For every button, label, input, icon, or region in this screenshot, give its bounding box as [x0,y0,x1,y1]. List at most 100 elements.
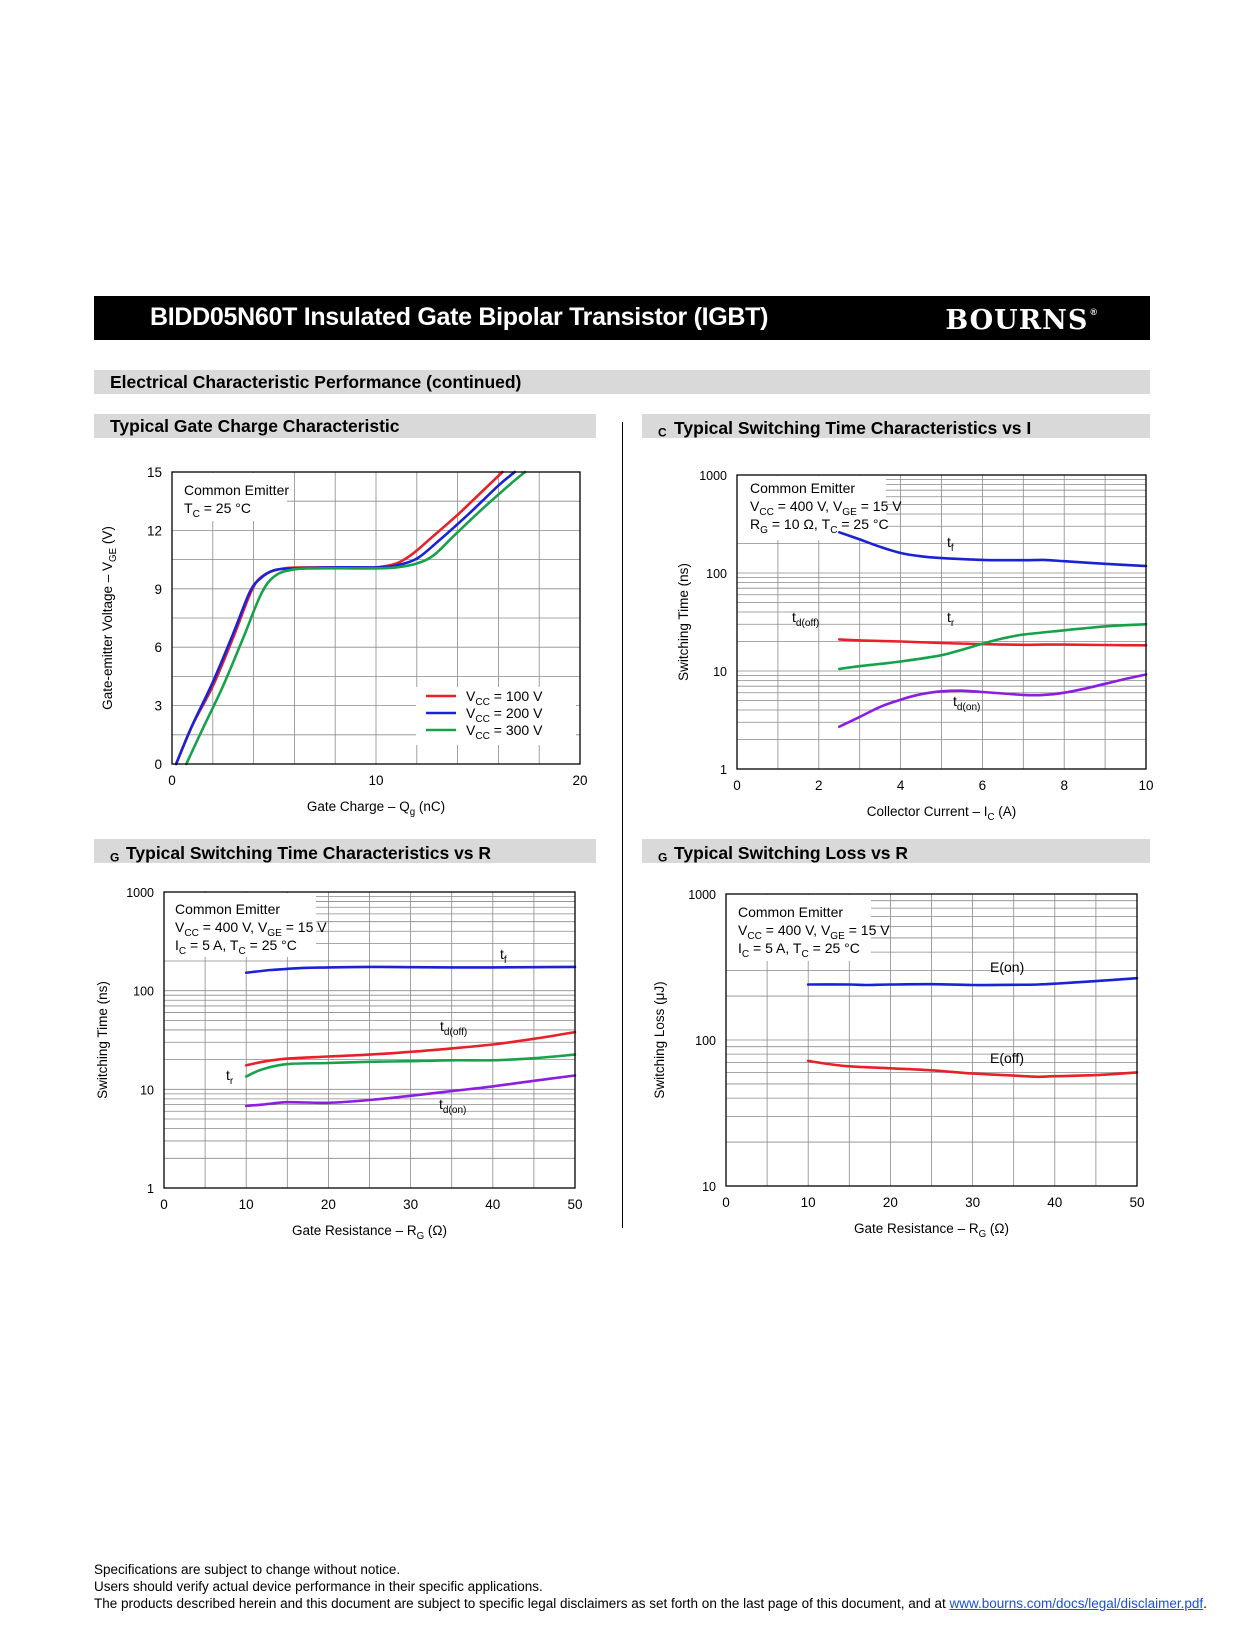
y-tick-label: 10 [713,665,727,679]
y-tick-label: 1 [147,1182,154,1196]
plot-border [163,891,576,1189]
switching-time-vs-ic-chart: 1 10 100 1000 0 2 4 6 8 10 Collector Current – IC​… [676,469,1154,823]
x-tick-label: 2 [815,778,823,793]
conditions-text: Common Emitter [184,482,289,498]
logo-wordmark: BOURNS [945,305,1089,336]
x-tick-label: 10 [801,1195,816,1210]
series-line-4 [838,673,1148,728]
plot-border [725,893,1138,1187]
x-tick-label: 20 [883,1195,898,1210]
x-tick-label: 4 [897,778,905,793]
conditions-text: VCC​ = 400 V, VGE​ = 15 V [738,922,890,942]
y-tick-label: 6 [154,640,162,655]
chart-2-title-bar: Typical Switching Time Characteristics v… [642,414,1150,440]
chart-2-title: Typical Switching Time Characteristics v… [658,418,1032,440]
curve-label: td(on)​ [953,693,980,713]
section-title: Electrical Characteristic Performance (c… [110,372,522,392]
conditions-text: VCC​ = 400 V, VGE​ = 15 V [175,919,327,939]
y-tick-label: 1000 [699,469,727,483]
series-line-1 [244,965,577,974]
curve-label: E(off) [990,1050,1024,1066]
curve-label: td(off)​ [440,1018,467,1038]
disclaimer-link[interactable]: www.bourns.com/docs/legal/disclaimer.pdf [949,1596,1204,1611]
conditions-text: VCC​ = 400 V, VGE​ = 15 V [750,498,902,518]
conditions-text: TC​ = 25 °C [184,500,251,520]
series-line-2 [806,1059,1139,1079]
legend-entry: VCC​ = 300 V [466,722,543,742]
y-tick-label: 10 [702,1180,716,1194]
x-tick-label: 0 [733,778,741,793]
chart-1-title: Typical Gate Charge Characteristic [110,416,400,436]
chart-3-title: Typical Switching Time Characteristics v… [110,843,492,865]
x-tick-label: 10 [239,1197,254,1212]
x-tick-label: 30 [965,1195,980,1210]
chart-3-title-bar: Typical Switching Time Characteristics v… [94,839,596,865]
curve-label: td(off)​ [792,609,819,629]
y-axis-label: Switching Loss (μJ) [652,981,667,1098]
y-axis-label: Gate-emitter Voltage – VGE​ (V) [100,526,119,710]
conditions-text: IC​ = 5 A, TC​ = 25 °C [175,937,297,957]
x-tick-label: 40 [485,1197,500,1212]
header-bar: BIDD05N60T Insulated Gate Bipolar Transi… [94,296,1150,340]
conditions-box [156,893,316,957]
conditions-text: Common Emitter [750,480,855,496]
y-tick-label: 100 [706,567,727,581]
conditions-box [169,473,287,521]
x-tick-label: 0 [160,1197,168,1212]
series-line-2 [838,638,1148,647]
series-line-3 [185,470,527,766]
y-tick-label: 1 [720,763,727,777]
gate-charge-chart: 0 3 6 9 12 15 0 10 20 Gate Charge – Qg​ (nC) Gate-… [100,465,588,818]
chart-1-title-bar: Typical Gate Charge Characteristic [94,414,596,438]
legend-entry: VCC​ = 100 V [466,688,543,708]
footer-line-3-text: The products described herein and this d… [94,1596,950,1611]
x-tick-label: 50 [1129,1195,1144,1210]
plot-border [736,474,1147,770]
footer-line-2: Users should verify actual device perfor… [94,1579,543,1594]
y-tick-label: 12 [147,523,162,538]
plot-border [171,471,581,765]
curve-label: tf​ [500,946,507,966]
switching-time-vs-rg-chart: 1 10 100 1000 0 10 20 30 40 50 Gate Resistance – R… [95,886,583,1242]
bourns-logo: BOURNS ® [945,305,1098,336]
y-tick-label: 0 [154,757,162,772]
series-line-3 [244,1053,577,1078]
conditions-text: IC​ = 5 A, TC​ = 25 °C [738,940,860,960]
series-line-1 [838,531,1148,568]
switching-loss-vs-rg-chart: 10 100 1000 0 10 20 30 40 50 Gate Resistance – RG… [652,888,1145,1240]
x-tick-label: 10 [1138,778,1153,793]
y-axis-label: Switching Time (ns) [676,563,691,681]
conditions-text: RG​ = 10 Ω, TC​ = 25 °C [750,516,889,536]
section-bar: Electrical Characteristic Performance (c… [94,370,1150,394]
footer-line-3: The products described herein and this d… [94,1595,1207,1612]
conditions-text: Common Emitter [738,904,843,920]
conditions-text: Common Emitter [175,901,280,917]
curve-label: tf​ [947,534,954,554]
curve-label: tr​ [947,609,955,629]
footer-line-1: Specifications are subject to change wit… [94,1562,401,1577]
y-tick-label: 3 [154,699,162,714]
conditions-box [721,895,871,961]
curve-label: tr​ [226,1067,234,1087]
series-line-4 [244,1074,577,1108]
curve-label: td(on)​ [439,1096,466,1116]
x-tick-label: 20 [572,773,587,788]
y-tick-label: 9 [154,582,162,597]
registered-mark: ® [1090,307,1098,317]
x-tick-label: 20 [321,1197,336,1212]
x-tick-label: 40 [1047,1195,1062,1210]
y-tick-label: 15 [147,465,162,480]
y-axis-label: Switching Time (ns) [95,981,110,1099]
series-line-2 [244,1030,577,1067]
y-tick-label: 1000 [126,886,154,900]
footer-disclaimer: Specifications are subject to change wit… [94,1561,1207,1612]
document-title: BIDD05N60T Insulated Gate Bipolar Transi… [150,303,769,331]
x-tick-label: 0 [168,773,176,788]
footer-line-3-end: . [1203,1596,1207,1611]
x-tick-label: 50 [567,1197,582,1212]
x-tick-label: 8 [1060,778,1068,793]
x-tick-label: 10 [368,773,383,788]
series-line-3 [838,622,1148,671]
series-line-1 [806,976,1139,987]
